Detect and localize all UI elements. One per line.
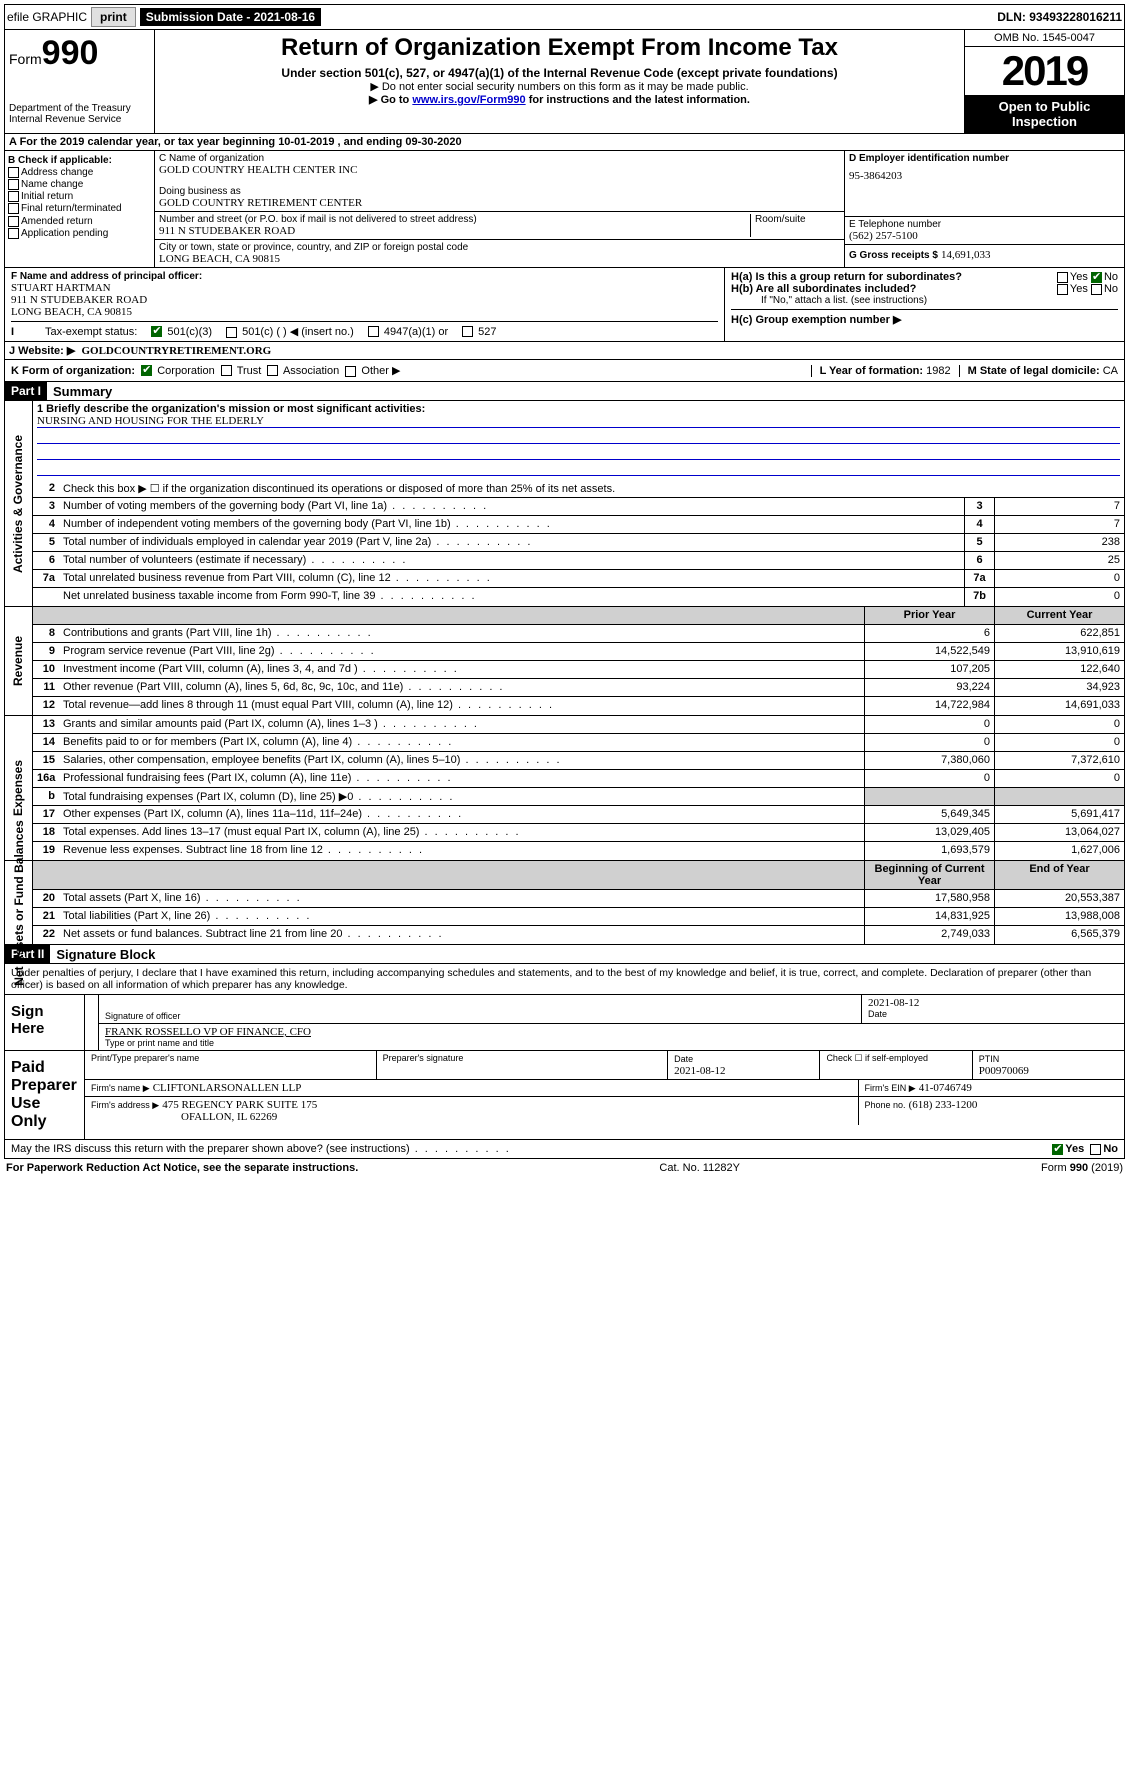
org-info-block: B Check if applicable: Address change Na… — [4, 151, 1125, 268]
officer-name: STUART HARTMAN — [11, 282, 718, 294]
h-c: H(c) Group exemption number ▶ — [731, 309, 1118, 326]
paid-preparer-label: Paid Preparer Use Only — [5, 1051, 85, 1139]
chk-final: Final return/terminated — [8, 203, 151, 214]
firm-phone: (618) 233-1200 — [909, 1099, 978, 1111]
officer-printed-name: FRANK ROSSELLO VP OF FINANCE, CFO — [105, 1026, 1118, 1038]
h-b: H(b) Are all subordinates included? Yes … — [731, 283, 1118, 295]
website-value: GOLDCOUNTRYRETIREMENT.ORG — [81, 345, 271, 357]
top-bar: efile GRAPHIC print Submission Date - 20… — [4, 4, 1125, 30]
firm-addr1: 475 REGENCY PARK SUITE 175 — [162, 1099, 317, 1111]
open-inspection: Open to Public Inspection — [965, 95, 1124, 133]
officer-addr2: LONG BEACH, CA 90815 — [11, 306, 718, 318]
chk-address: Address change — [8, 167, 151, 178]
box-deg: D Employer identification number 95-3864… — [844, 151, 1124, 267]
org-name: GOLD COUNTRY HEALTH CENTER INC — [159, 164, 840, 176]
dept-treasury: Department of the Treasury — [9, 103, 150, 114]
room-suite: Room/suite — [750, 214, 840, 237]
box-b: B Check if applicable: Address change Na… — [5, 151, 155, 267]
perjury-text: Under penalties of perjury, I declare th… — [5, 964, 1124, 994]
part-ii-head: Part IISignature Block — [4, 945, 1125, 964]
tax-year: 2019 — [965, 47, 1124, 95]
state-domicile: CA — [1103, 365, 1118, 377]
form-number: Form990 — [9, 34, 150, 73]
org-dba: GOLD COUNTRY RETIREMENT CENTER — [159, 197, 840, 209]
part-i-head: Part ISummary — [4, 382, 1125, 401]
summary-gov: Activities & Governance 1 Briefly descri… — [4, 401, 1125, 607]
section-a: A For the 2019 calendar year, or tax yea… — [4, 134, 1125, 151]
tab-netassets: Net Assets or Fund Balances — [12, 820, 26, 986]
officer-addr1: 911 N STUDEBAKER ROAD — [11, 294, 718, 306]
k-l-m-row: K Form of organization: Corporation Trus… — [4, 360, 1125, 382]
form-title: Return of Organization Exempt From Incom… — [163, 34, 956, 62]
tab-governance: Activities & Governance — [12, 434, 26, 572]
summary-netassets: Net Assets or Fund Balances Beginning of… — [4, 861, 1125, 945]
tab-expenses: Expenses — [12, 760, 26, 816]
note-ssn: ▶ Do not enter social security numbers o… — [163, 80, 956, 93]
submission-date: Submission Date - 2021-08-16 — [140, 8, 321, 26]
fhij-block: F Name and address of principal officer:… — [4, 268, 1125, 342]
summary-revenue: Revenue Prior Year Current Year 8Contrib… — [4, 607, 1125, 716]
dln-label: DLN: 93493228016211 — [997, 10, 1122, 24]
org-city: LONG BEACH, CA 90815 — [159, 253, 840, 265]
chk-amended: Amended return — [8, 216, 151, 227]
chk-ha-no[interactable] — [1091, 272, 1102, 283]
summary-expenses: Expenses 13Grants and similar amounts pa… — [4, 716, 1125, 861]
irs-link[interactable]: www.irs.gov/Form990 — [412, 94, 525, 106]
chk-initial: Initial return — [8, 191, 151, 202]
chk-pending: Application pending — [8, 228, 151, 239]
mission-text: NURSING AND HOUSING FOR THE ELDERLY — [37, 415, 1120, 428]
ein-value: 95-3864203 — [849, 170, 1120, 182]
note-goto: ▶ Go to www.irs.gov/Form990 for instruct… — [163, 93, 956, 106]
year-formation: 1982 — [926, 365, 950, 377]
sign-here-label: Sign Here — [5, 995, 85, 1050]
firm-addr2: OFALLON, IL 62269 — [181, 1111, 277, 1123]
form-header: Form990 Department of the Treasury Inter… — [4, 30, 1125, 134]
print-button[interactable]: print — [91, 7, 136, 27]
sign-date: 2021-08-12 — [868, 997, 1118, 1009]
gross-receipts: 14,691,033 — [941, 249, 991, 261]
firm-ein: 41-0746749 — [919, 1082, 972, 1094]
website-row: J Website: ▶ GOLDCOUNTRYRETIREMENT.ORG — [4, 342, 1125, 360]
discuss-row: May the IRS discuss this return with the… — [4, 1140, 1125, 1159]
chk-discuss-yes[interactable] — [1052, 1144, 1063, 1155]
phone-value: (562) 257-5100 — [849, 230, 1120, 242]
irs-label: Internal Revenue Service — [9, 114, 150, 125]
chk-name: Name change — [8, 179, 151, 190]
chk-501c3[interactable] — [151, 326, 162, 337]
org-street: 911 N STUDEBAKER ROAD — [159, 225, 750, 237]
ptin-value: P00970069 — [979, 1065, 1029, 1077]
box-c: C Name of organization GOLD COUNTRY HEAL… — [155, 151, 844, 267]
efile-label: efile GRAPHIC — [7, 10, 87, 24]
chk-corp[interactable] — [141, 365, 152, 376]
omb-number: OMB No. 1545-0047 — [965, 30, 1124, 47]
prep-date: 2021-08-12 — [674, 1065, 725, 1077]
firm-name: CLIFTONLARSONALLEN LLP — [153, 1082, 302, 1094]
tab-revenue: Revenue — [12, 636, 26, 686]
form-subtitle: Under section 501(c), 527, or 4947(a)(1)… — [163, 66, 956, 80]
h-a: H(a) Is this a group return for subordin… — [731, 271, 1118, 283]
check-self-employed: Check ☐ if self-employed — [820, 1051, 972, 1079]
cat-no: Cat. No. 11282Y — [659, 1162, 740, 1174]
form-ref: Form 990 (2019) — [1041, 1162, 1123, 1174]
page-footer: For Paperwork Reduction Act Notice, see … — [4, 1159, 1125, 1177]
signature-block: Under penalties of perjury, I declare th… — [4, 964, 1125, 1140]
